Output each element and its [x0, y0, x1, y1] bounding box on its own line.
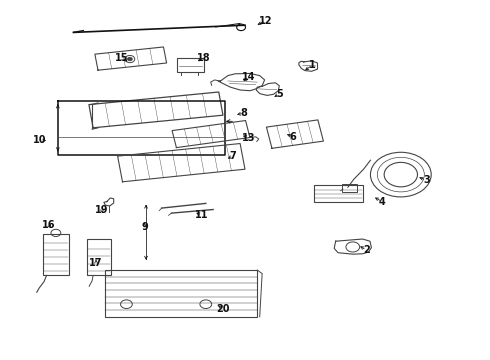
Bar	[105, 270, 257, 317]
Text: 15: 15	[115, 53, 128, 63]
Text: 20: 20	[217, 304, 230, 314]
Text: 4: 4	[379, 197, 386, 207]
Text: 2: 2	[363, 245, 370, 255]
Text: 19: 19	[95, 204, 109, 215]
Bar	[314, 185, 363, 202]
Text: 14: 14	[242, 72, 256, 82]
Text: 13: 13	[242, 132, 256, 143]
Text: 1: 1	[309, 60, 316, 70]
Text: 9: 9	[141, 222, 148, 232]
Text: 8: 8	[241, 108, 247, 118]
Bar	[43, 234, 69, 275]
Text: 10: 10	[33, 135, 47, 145]
Circle shape	[127, 57, 132, 61]
Text: 18: 18	[196, 53, 210, 63]
Text: 12: 12	[259, 16, 273, 26]
Text: 17: 17	[89, 258, 103, 268]
Text: 5: 5	[276, 89, 283, 99]
Text: 16: 16	[42, 220, 56, 230]
Bar	[342, 184, 357, 192]
Text: 11: 11	[195, 210, 209, 220]
Text: 6: 6	[290, 132, 296, 142]
Text: 7: 7	[230, 150, 237, 161]
Text: 3: 3	[423, 175, 430, 185]
Bar	[87, 239, 111, 275]
